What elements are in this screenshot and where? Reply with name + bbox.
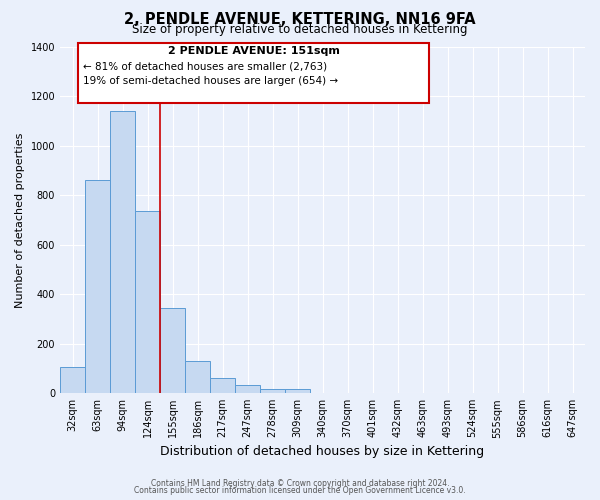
Bar xyxy=(160,308,185,393)
Text: Contains HM Land Registry data © Crown copyright and database right 2024.: Contains HM Land Registry data © Crown c… xyxy=(151,478,449,488)
Bar xyxy=(285,390,310,393)
Bar xyxy=(85,180,110,393)
Bar xyxy=(110,111,135,393)
X-axis label: Distribution of detached houses by size in Kettering: Distribution of detached houses by size … xyxy=(160,444,485,458)
Text: 2 PENDLE AVENUE: 151sqm: 2 PENDLE AVENUE: 151sqm xyxy=(167,46,340,56)
Text: Size of property relative to detached houses in Kettering: Size of property relative to detached ho… xyxy=(132,24,468,36)
Y-axis label: Number of detached properties: Number of detached properties xyxy=(15,132,25,308)
Bar xyxy=(135,211,160,393)
Text: 19% of semi-detached houses are larger (654) →: 19% of semi-detached houses are larger (… xyxy=(83,76,338,86)
Bar xyxy=(235,386,260,393)
Bar xyxy=(185,361,210,393)
Bar xyxy=(210,378,235,393)
Bar xyxy=(260,388,285,393)
Text: ← 81% of detached houses are smaller (2,763): ← 81% of detached houses are smaller (2,… xyxy=(83,62,327,72)
Text: 2, PENDLE AVENUE, KETTERING, NN16 9FA: 2, PENDLE AVENUE, KETTERING, NN16 9FA xyxy=(124,12,476,28)
Text: Contains public sector information licensed under the Open Government Licence v3: Contains public sector information licen… xyxy=(134,486,466,495)
Bar xyxy=(60,367,85,393)
